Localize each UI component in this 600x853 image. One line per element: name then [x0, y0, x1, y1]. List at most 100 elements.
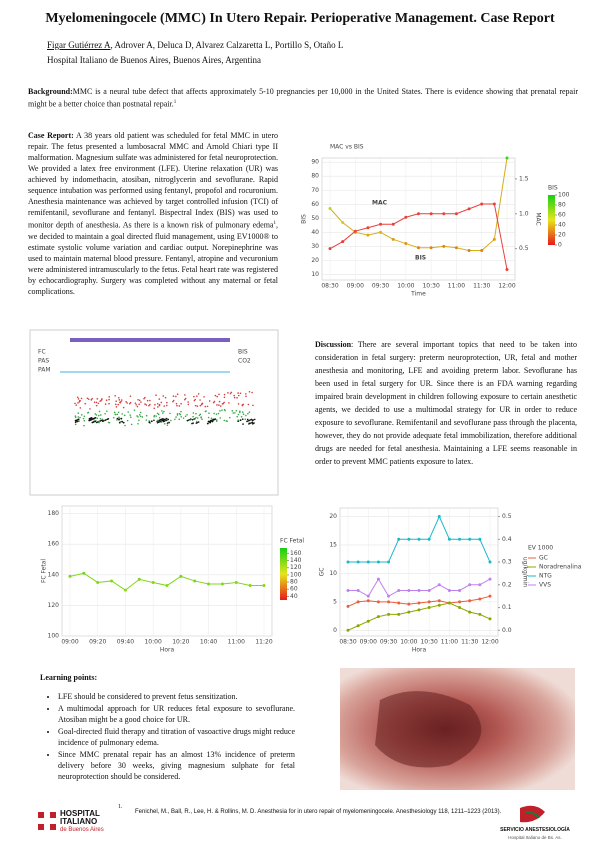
monitor-trace-dot	[140, 401, 142, 403]
monitor-trace-dot	[178, 405, 181, 407]
reference: Fenichel, M., Ball, R., Lee, H. & Rollin…	[135, 809, 502, 815]
data-point	[207, 582, 211, 586]
data-point	[346, 628, 350, 632]
monitor-trace-dot	[74, 416, 77, 419]
data-point	[179, 574, 183, 578]
monitor-trace-dot	[168, 421, 170, 424]
monitor-trace-dot	[145, 419, 148, 421]
monitor-trace-dot	[180, 402, 182, 405]
monitor-trace-dot	[105, 419, 107, 421]
data-point	[468, 599, 472, 603]
monitor-trace-dot	[251, 423, 254, 425]
monitor-trace-dot	[95, 401, 98, 404]
legend-label: Noradrenalina	[539, 564, 582, 571]
y-tick-label: 70	[311, 187, 319, 194]
monitor-trace-dot	[157, 419, 159, 422]
monitor-trace-dot	[245, 395, 247, 398]
legend-title: EV 1000	[528, 545, 553, 552]
monitor-trace-dot	[80, 397, 83, 400]
data-point	[480, 202, 484, 206]
monitor-trace-dot	[219, 417, 222, 419]
data-point	[366, 233, 370, 237]
monitor-trace-dot	[154, 403, 156, 406]
colorbar-tick-label: 40	[558, 222, 566, 229]
data-point	[454, 212, 458, 216]
monitor-trace-dot	[144, 396, 146, 399]
data-point	[454, 246, 458, 250]
monitor-trace-dot	[178, 418, 181, 421]
data-point	[427, 588, 431, 592]
monitor-trace-dot	[130, 423, 133, 426]
monitor-trace-dot	[170, 419, 172, 422]
data-point	[387, 560, 391, 564]
data-point	[468, 610, 472, 614]
data-point	[505, 268, 509, 272]
monitor-trace-dot	[223, 396, 226, 399]
monitor-trace-dot	[163, 405, 166, 407]
monitor-trace-dot	[79, 407, 82, 409]
data-point	[467, 207, 471, 211]
monitor-trace-dot	[122, 406, 125, 409]
data-point	[458, 600, 462, 604]
monitor-trace-dot	[119, 401, 121, 404]
monitor-trace-dot	[126, 402, 128, 404]
monitor-trace-dot	[98, 420, 100, 423]
data-point	[407, 537, 411, 541]
monitor-trace-dot	[175, 416, 177, 418]
monitor-trace-dot	[184, 397, 187, 400]
monitor-trace-dot	[90, 417, 93, 419]
monitor-trace-dot	[158, 403, 161, 406]
monitor-trace-dot	[137, 398, 139, 401]
case-report-ref: 1	[273, 221, 277, 226]
hospital-logo-cross	[38, 812, 56, 830]
monitor-label: PAS	[38, 358, 49, 365]
monitor-trace-dot	[251, 391, 253, 394]
y-tick-label: 120	[48, 602, 60, 609]
monitor-trace-dot	[138, 414, 141, 416]
data-point	[234, 580, 238, 584]
monitor-trace-dot	[210, 419, 212, 422]
monitor-trace-dot	[196, 417, 199, 419]
data-point	[417, 537, 421, 541]
y-axis-label: BIS	[301, 214, 308, 224]
learning-points-title: Learning points:	[40, 673, 98, 682]
monitor-trace-dot	[233, 394, 235, 397]
data-point	[379, 222, 383, 226]
monitor-trace-dot	[157, 413, 160, 416]
x-tick-label: 09:00	[360, 639, 377, 646]
monitor-trace-dot	[129, 395, 132, 397]
monitor-trace-dot	[162, 417, 164, 420]
monitor-trace-dot	[180, 410, 182, 413]
monitor-trace-dot	[250, 418, 253, 421]
monitor-trace-dot	[165, 404, 168, 407]
monitor-trace-dot	[244, 418, 247, 420]
x-axis-label: Hora	[412, 647, 427, 654]
monitor-trace-dot	[203, 396, 205, 398]
monitor-trace-dot	[86, 397, 89, 400]
monitor-trace-dot	[245, 414, 247, 417]
learning-item: A multimodal approach for UR reduces fet…	[58, 703, 295, 725]
data-point	[492, 202, 496, 206]
monitor-trace-dot	[242, 423, 244, 425]
monitor-trace-dot	[113, 411, 116, 414]
x-tick-label: 11:00	[228, 639, 245, 646]
monitor-trace-dot	[153, 407, 156, 410]
monitor-trace-dot	[93, 401, 96, 404]
x-tick-label: 09:30	[372, 283, 389, 290]
data-point	[447, 588, 451, 592]
monitor-trace-dot	[172, 395, 175, 397]
monitor-trace-dot	[195, 412, 197, 415]
data-point	[379, 230, 383, 234]
monitor-trace-dot	[137, 422, 139, 425]
monitor-trace-dot	[207, 416, 210, 419]
monitor-trace-dot	[221, 409, 223, 411]
monitor-trace-dot	[94, 413, 97, 415]
monitor-trace-dot	[165, 417, 168, 420]
data-point	[404, 242, 408, 246]
monitor-trace-dot	[75, 419, 78, 422]
data-point	[427, 537, 431, 541]
x-tick-label: 09:00	[61, 639, 78, 646]
data-point	[447, 601, 451, 605]
data-point	[353, 229, 357, 233]
case-report: Case Report: A 38 years old patient was …	[28, 130, 278, 297]
